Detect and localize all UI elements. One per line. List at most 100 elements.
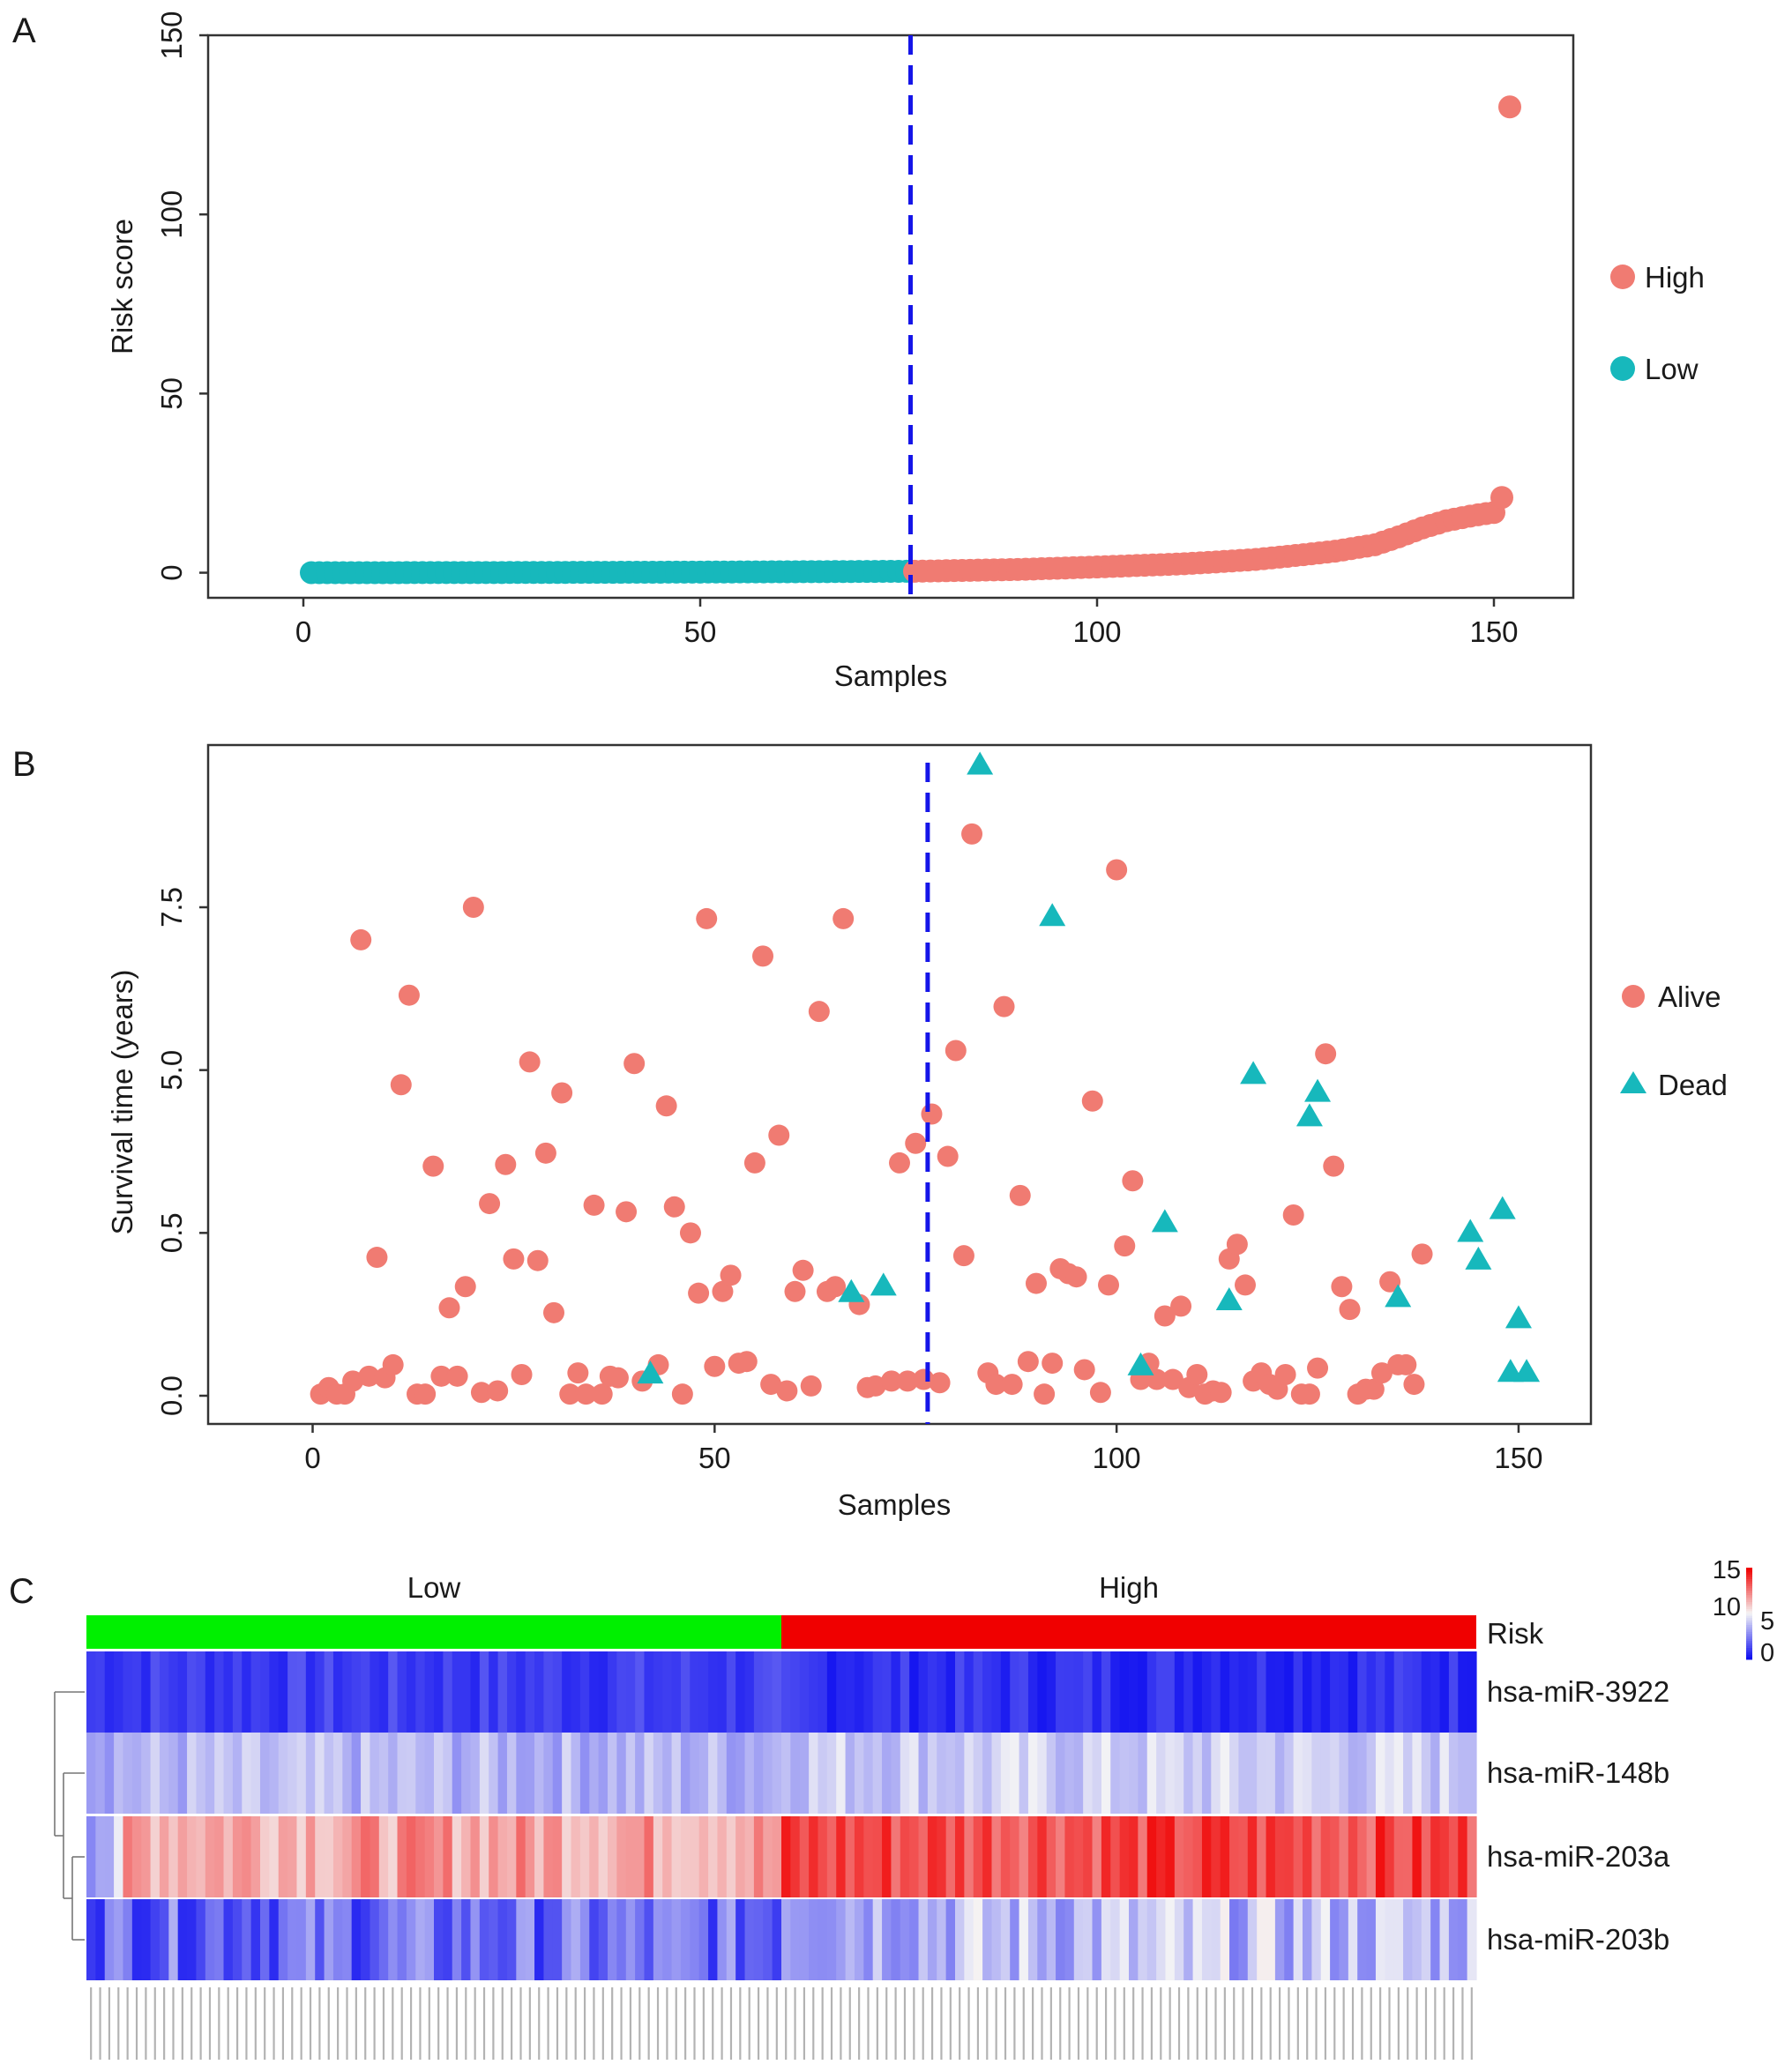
panel-c-heatmap-cell [662,1816,673,1897]
panel-c-heatmap-cell [690,1899,700,1980]
panel-c-heatmap-cell [315,1733,325,1814]
panel-c-heatmap-cell [168,1899,179,1980]
panel-c-heatmap-cell [388,1816,399,1897]
panel-c-heatmap-cell [818,1733,828,1814]
panel-c-heatmap-cell [497,1899,508,1980]
panel-c-heatmap-cell [562,1899,572,1980]
panel-c-heatmap-cell [177,1816,188,1897]
panel-c-heatmap-cell [937,1733,947,1814]
panel-c-heatmap-cell [671,1816,682,1897]
panel-b-point-alive [1161,1368,1183,1390]
panel-c-heatmap-cell [205,1899,215,1980]
panel-c-colorbar-segment [1746,1657,1752,1660]
panel-c-heatmap-cell [589,1733,600,1814]
panel-c-colorbar-segment [1746,1579,1752,1583]
panel-b-point-dead [637,1360,664,1384]
panel-c-heatmap-cell [1311,1651,1322,1733]
panel-c-heatmap-cell [1467,1733,1477,1814]
panel-c-heatmap-cell [909,1651,920,1733]
panel-c-colorbar-segment [1746,1641,1752,1644]
panel-b-point-alive [526,1249,549,1271]
panel-c-colorbar-segment [1746,1643,1752,1646]
panel-c-heatmap-cell [479,1733,489,1814]
panel-c-heatmap-cell [1311,1733,1322,1814]
panel-c-colorbar-tick: 5 [1760,1607,1774,1636]
panel-b-point-dead [1489,1196,1516,1219]
panel-b-point-alive [985,1374,1007,1396]
panel-c-heatmap-cell [1274,1816,1285,1897]
panel-c-heatmap-cell [900,1816,910,1897]
panel-b-point-dead [1513,1359,1541,1383]
panel-c-heatmap-cell [726,1651,736,1733]
panel-c-heatmap-cell [854,1816,864,1897]
panel-c-heatmap-cell [1448,1651,1459,1733]
panel-c-heatmap-cell [863,1733,874,1814]
panel-c-heatmap-cell [653,1899,663,1980]
panel-c-heatmap-cell [1129,1816,1139,1897]
panel-c-colorbar-tick: 15 [1713,1556,1741,1584]
panel-c-heatmap-cell [1056,1651,1066,1733]
panel-b-point-alive [712,1280,734,1302]
panel-c-heatmap-cell [388,1651,399,1733]
panel-c-heatmap-cell [973,1899,983,1980]
panel-b-point-alive [655,1095,677,1117]
panel-c-heatmap-cell [1412,1733,1422,1814]
panel-c-heatmap-cell [1311,1816,1322,1897]
panel-c-heatmap-cell [196,1816,206,1897]
panel-c-heatmap-cell [187,1816,198,1897]
panel-c-heatmap-cell [927,1816,937,1897]
panel-c-colorbar-segment [1746,1572,1752,1576]
panel-b-point-alive [784,1280,806,1302]
panel-b-point-alive [1339,1299,1361,1321]
panel-b-x-tick-label: 0 [304,1442,320,1474]
panel-b-point-alive [1065,1266,1087,1288]
panel-c-colorbar-segment [1746,1654,1752,1658]
panel-c-heatmap-cell [378,1651,389,1733]
panel-b-point-alive [534,1142,556,1164]
panel-c-heatmap-cell [388,1899,399,1980]
panel-c-heatmap-cell [1201,1651,1212,1733]
panel-c-label: C [9,1572,34,1611]
panel-c-heatmap-cell [534,1899,545,1980]
panel-c-heatmap-cell [95,1651,106,1733]
panel-b-point-alive [1370,1362,1393,1384]
panel-c-risk-bar: Risk [86,1615,1544,1650]
panel-b-point-alive [1106,859,1128,881]
panel-c-heatmap-cell [826,1899,837,1980]
panel-c-heatmap-cell [982,1899,993,1980]
panel-c-heatmap-cell [790,1899,801,1980]
panel-c-heatmap-cell [717,1733,728,1814]
panel-c-heatmap-cell [543,1816,554,1897]
panel-b-point-alive [1331,1276,1353,1298]
panel-c-heatmap-cell [424,1899,435,1980]
panel-c-heatmap-cell [223,1899,234,1980]
panel-c-heatmap-cell [1010,1899,1020,1980]
panel-b-point-alive [720,1264,742,1286]
panel-c-heatmap-cell [141,1733,152,1814]
panel-c-heatmap-cell [378,1899,389,1980]
panel-c-heatmap-cell [909,1816,920,1897]
panel-c-heatmap-cell [1274,1733,1285,1814]
panel-c-row-label: hsa-miR-203a [1487,1840,1670,1873]
panel-c-heatmap-cell [214,1651,225,1733]
panel-b-point-alive [390,1074,412,1096]
panel-b-point-alive [945,1040,967,1062]
panel-c-heatmap-cell [315,1899,325,1980]
panel-c-heatmap-cell [708,1651,719,1733]
panel-c-heatmap-cell [790,1651,801,1733]
panel-c-heatmap-cell [489,1651,499,1733]
panel-a: A 0 50 100 150 0 50 100 150 Samples Risk score… [12,11,1705,692]
panel-c-colorbar-segment [1746,1604,1752,1607]
panel-c-heatmap-cell [1247,1899,1258,1980]
panel-c-heatmap-cell [159,1733,169,1814]
panel-c-heatmap-cell [726,1816,736,1897]
panel-b-point-alive [1122,1170,1144,1192]
panel-c-heatmap-cell [763,1899,773,1980]
panel-c-heatmap-cell [781,1733,791,1814]
panel-c-heatmap-cell [114,1816,124,1897]
panel-c-heatmap-cell [1146,1651,1157,1733]
panel-c-heatmap-cell [506,1651,517,1733]
panel-c-heatmap-cell [772,1651,782,1733]
panel-c-heatmap-cell [1385,1816,1395,1897]
panel-b-point-alive [366,1247,388,1269]
